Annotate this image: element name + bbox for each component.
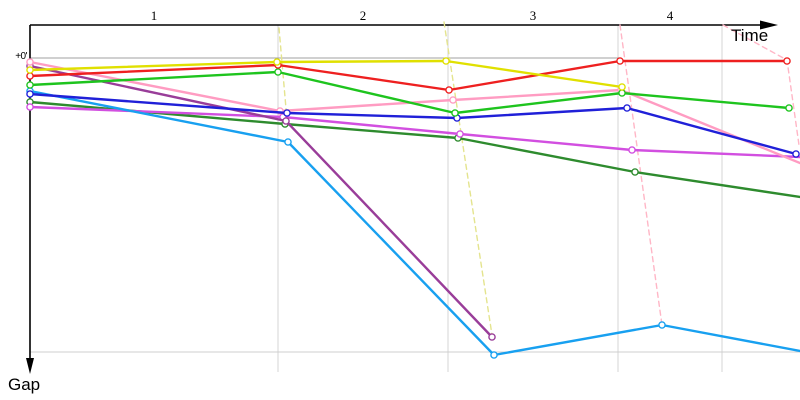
series-line-khaki-dashed-b [443,21,493,336]
data-point-marker-green [785,104,793,112]
data-point-marker-sky-blue [658,321,666,329]
data-point-marker-yellow [273,58,281,66]
data-point-marker-blue [792,150,800,158]
data-point-marker-sky-blue [490,351,498,359]
x-tick-label: 2 [360,8,367,23]
data-point-marker-purple [282,117,290,125]
data-point-marker-blue [26,90,34,98]
data-point-marker-green [618,89,626,97]
data-point-marker-sky-blue [284,138,292,146]
data-point-marker-blue [623,104,631,112]
data-point-marker-green [274,68,282,76]
x-tick-label: 3 [530,8,537,23]
data-point-marker-red [783,57,791,65]
data-point-marker-dark-green [631,168,639,176]
data-point-marker-blue [283,109,291,117]
time-axis-arrow-icon [760,20,778,30]
y-axis-title: Gap [8,375,41,394]
data-point-marker-yellow [618,83,626,91]
data-point-marker-pink [449,96,457,104]
data-point-marker-yellow [26,66,34,74]
series-line-green [28,70,791,115]
data-point-marker-yellow [442,57,450,65]
series-line-pink-dashed-a [619,24,663,326]
data-point-marker-green [26,81,34,89]
data-point-marker-purple [488,333,496,341]
x-tick-label: 1 [151,8,158,23]
data-point-marker-red [445,86,453,94]
data-point-marker-red [26,72,34,80]
data-point-marker-violet [628,146,636,154]
x-axis-title: Time [731,26,769,45]
series-line-yellow [28,59,624,89]
data-point-marker-pink [26,58,34,66]
data-point-marker-red [616,57,624,65]
zero-gap-label: +0' [15,51,27,62]
data-point-marker-violet [26,103,34,111]
data-point-marker-green [451,109,459,117]
data-point-marker-violet [456,130,464,138]
x-tick-label: 4 [667,8,674,23]
gap-axis-arrow-icon [26,358,34,374]
